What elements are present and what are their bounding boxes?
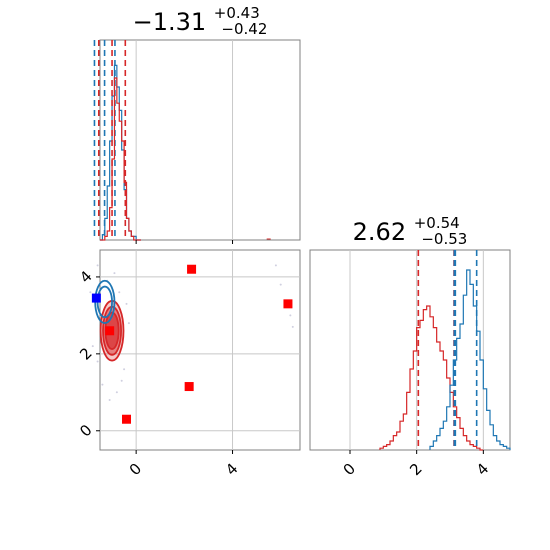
sample-point (279, 283, 282, 286)
sample-point (125, 302, 128, 305)
x-tick-label: 4 (473, 460, 492, 479)
sample-point (91, 345, 94, 348)
truth-marker (184, 382, 194, 392)
sample-point (127, 322, 130, 325)
sample-point (115, 391, 118, 394)
sample-point (96, 264, 99, 267)
truth-marker (105, 326, 115, 336)
x-tick-label: 4 (222, 460, 241, 479)
top-left-histogram-panel: −1.31 +0.43 −0.42 (93, 0, 301, 244)
sample-point (123, 368, 126, 371)
truth-marker (283, 299, 293, 309)
x-tick-label: 0 (126, 460, 145, 479)
y-tick-label: 0 (76, 421, 95, 440)
sample-point (118, 291, 121, 294)
bottom-right-title: 2.62 +0.54 −0.53 (353, 206, 468, 248)
x-tick-label: 0 (340, 460, 359, 479)
sample-point (289, 314, 292, 317)
sample-point (113, 272, 116, 275)
truth-marker (187, 264, 197, 274)
truth-marker (91, 293, 101, 303)
top-left-title: −1.31 +0.43 −0.42 (133, 0, 268, 38)
bottom-right-histogram-panel: 0 2 4 2.62 +0.54 −0.53 (309, 206, 511, 479)
sample-point (291, 325, 294, 328)
y-tick-label: 4 (76, 267, 95, 286)
truth-marker (122, 414, 132, 424)
sample-point (89, 291, 92, 294)
sample-point (108, 399, 111, 401)
sample-point (96, 360, 99, 363)
sample-point (120, 379, 123, 382)
sample-point (274, 264, 277, 267)
histogram-step-line (429, 269, 511, 450)
histogram-step-line (100, 77, 141, 241)
sample-point (101, 383, 104, 386)
histogram-step-line (379, 305, 484, 451)
x-tick-label: 2 (406, 460, 425, 479)
